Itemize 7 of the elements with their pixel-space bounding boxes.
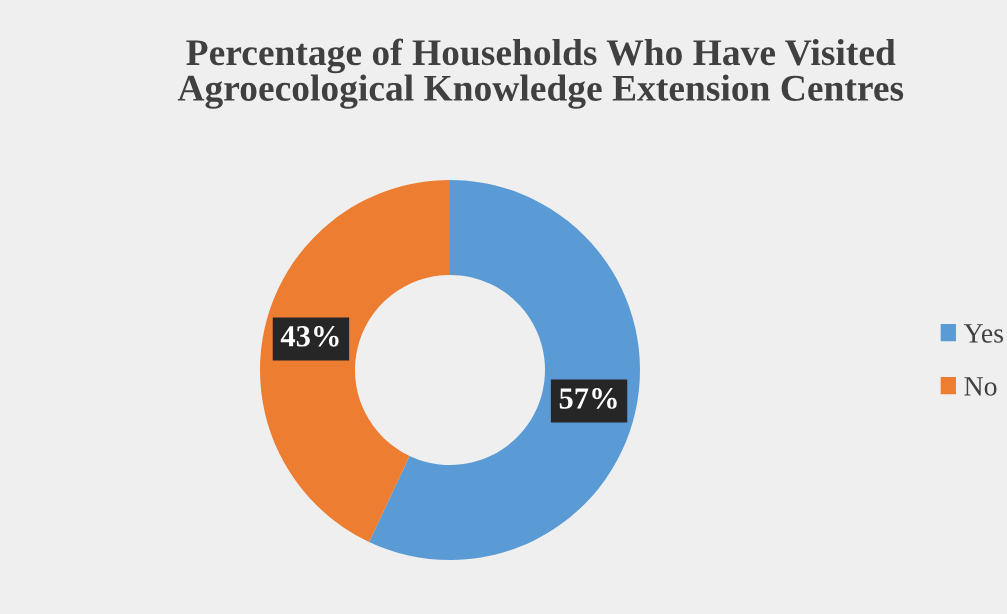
donut-slice: [369, 180, 640, 560]
donut-slice: [260, 180, 450, 542]
data-label: 43%: [280, 325, 339, 347]
chart-title: Percentage of Households Who Have Visited Agroecological Knowledge Extension Centres: [177, 38, 904, 109]
data-label: 57%: [559, 388, 617, 409]
legend-label: Yes: [963, 324, 1004, 343]
legend-label: No: [964, 377, 997, 396]
